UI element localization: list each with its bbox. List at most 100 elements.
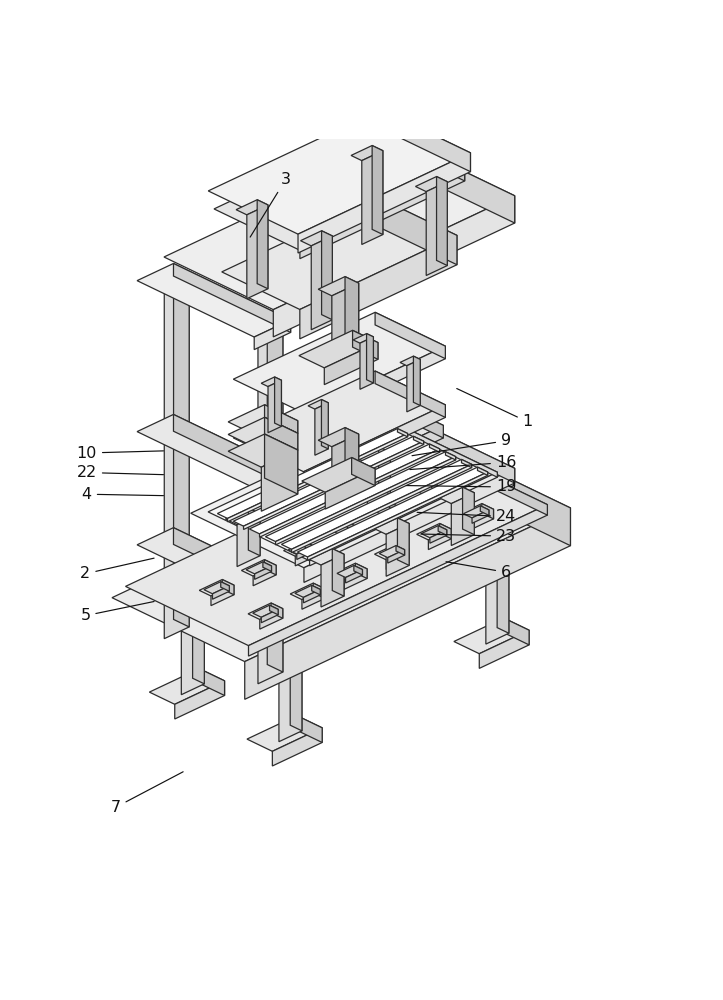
Polygon shape (459, 504, 494, 520)
Polygon shape (477, 467, 487, 475)
Polygon shape (181, 610, 205, 695)
Polygon shape (254, 471, 291, 505)
Polygon shape (301, 231, 333, 246)
Polygon shape (199, 669, 225, 695)
Polygon shape (388, 513, 411, 597)
Polygon shape (353, 334, 373, 343)
Polygon shape (309, 472, 497, 566)
Polygon shape (344, 569, 367, 589)
Polygon shape (249, 444, 440, 534)
Polygon shape (271, 603, 283, 618)
Polygon shape (398, 429, 408, 437)
Text: 10: 10 (77, 446, 163, 461)
Polygon shape (480, 506, 489, 515)
Polygon shape (244, 508, 570, 699)
Polygon shape (228, 405, 298, 438)
Polygon shape (313, 583, 325, 598)
Polygon shape (214, 131, 465, 250)
Polygon shape (288, 542, 314, 554)
Polygon shape (375, 543, 409, 560)
Polygon shape (429, 444, 440, 452)
Polygon shape (236, 200, 268, 215)
Polygon shape (296, 716, 322, 742)
Polygon shape (265, 434, 298, 494)
Polygon shape (249, 508, 260, 556)
Polygon shape (375, 312, 445, 359)
Polygon shape (246, 562, 272, 574)
Polygon shape (353, 330, 378, 359)
Text: 19: 19 (406, 479, 516, 494)
Polygon shape (299, 330, 378, 368)
Polygon shape (315, 403, 328, 455)
Polygon shape (311, 236, 333, 330)
Text: 7: 7 (111, 772, 183, 815)
Text: 22: 22 (77, 465, 163, 480)
Polygon shape (437, 444, 570, 546)
Polygon shape (273, 196, 515, 337)
Polygon shape (416, 177, 448, 192)
Polygon shape (249, 505, 547, 656)
Polygon shape (380, 506, 403, 526)
Polygon shape (222, 580, 234, 595)
Polygon shape (379, 546, 405, 558)
Polygon shape (260, 609, 283, 629)
Polygon shape (304, 405, 445, 484)
Polygon shape (252, 605, 278, 617)
Polygon shape (377, 507, 411, 524)
Polygon shape (265, 417, 298, 450)
Polygon shape (261, 421, 298, 450)
Polygon shape (440, 487, 474, 504)
Polygon shape (339, 526, 356, 540)
Polygon shape (346, 570, 362, 583)
Polygon shape (416, 523, 451, 540)
Polygon shape (247, 205, 268, 299)
Polygon shape (238, 414, 443, 511)
Polygon shape (440, 523, 451, 539)
Polygon shape (504, 618, 529, 645)
Text: 5: 5 (80, 602, 154, 623)
Polygon shape (137, 263, 291, 337)
Text: 16: 16 (410, 455, 516, 470)
Polygon shape (297, 467, 487, 557)
Polygon shape (433, 480, 445, 495)
Polygon shape (290, 652, 302, 731)
Polygon shape (437, 177, 448, 266)
Polygon shape (333, 563, 367, 580)
Polygon shape (304, 346, 445, 426)
Polygon shape (273, 728, 322, 766)
Polygon shape (307, 472, 487, 560)
Polygon shape (291, 464, 471, 553)
Polygon shape (410, 480, 445, 497)
Polygon shape (261, 425, 443, 524)
Polygon shape (497, 554, 509, 633)
Polygon shape (325, 343, 378, 385)
Polygon shape (261, 450, 298, 511)
Polygon shape (401, 414, 515, 483)
Polygon shape (461, 459, 471, 468)
Polygon shape (192, 605, 205, 684)
Polygon shape (471, 509, 494, 530)
Polygon shape (347, 522, 356, 532)
Polygon shape (325, 520, 360, 536)
Polygon shape (423, 486, 440, 500)
Text: 3: 3 (250, 172, 291, 237)
Polygon shape (332, 283, 359, 359)
Polygon shape (218, 429, 408, 518)
Polygon shape (295, 585, 320, 597)
Polygon shape (322, 231, 333, 320)
Polygon shape (430, 530, 447, 543)
Polygon shape (260, 449, 440, 537)
Polygon shape (290, 583, 325, 600)
Polygon shape (367, 334, 373, 383)
Polygon shape (208, 423, 497, 561)
Polygon shape (356, 571, 432, 607)
Text: 6: 6 (446, 562, 511, 580)
Text: 2: 2 (80, 558, 154, 581)
Polygon shape (438, 526, 447, 535)
Polygon shape (414, 356, 420, 406)
Polygon shape (474, 554, 509, 571)
Polygon shape (398, 518, 409, 565)
Polygon shape (268, 312, 283, 672)
Polygon shape (398, 543, 409, 559)
Polygon shape (137, 414, 291, 488)
